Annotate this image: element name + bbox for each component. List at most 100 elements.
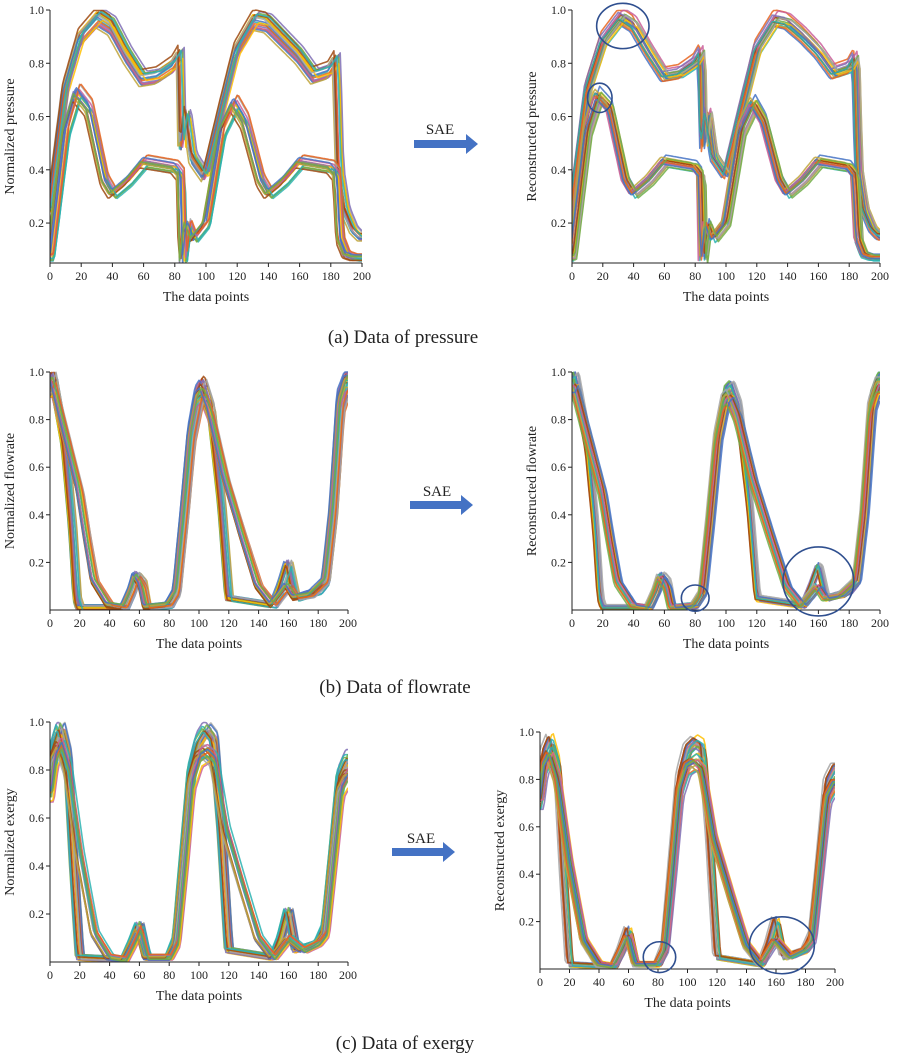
x-tick-label: 140 [250,968,268,982]
y-tick-label: 1.0 [29,3,44,17]
highlight-ellipse-1 [586,82,613,114]
y-tick-label: 0.8 [29,413,44,427]
sae-arrow-row-a: SAE [414,122,478,154]
x-axis-label: The data points [644,996,730,1011]
series-0-curve-8 [50,24,362,241]
x-tick-label: 60 [133,616,145,630]
x-tick-label: 100 [190,616,208,630]
y-tick-label: 0.4 [29,508,44,522]
sae-label-c: SAE [407,831,435,847]
x-tick-label: 0 [47,269,53,283]
series-1-curve-17 [50,92,362,262]
y-tick-label: 1.0 [29,715,44,729]
x-tick-label: 100 [717,616,735,630]
series-1-curve-17 [540,753,835,969]
x-tick-label: 60 [138,269,150,283]
x-tick-label: 160 [279,968,297,982]
series-1-curve-12 [572,92,880,262]
y-tick-label: 0.6 [551,460,566,474]
series-1-curve-17 [50,375,348,606]
x-tick-label: 40 [104,968,116,982]
series-0-curve-10 [572,22,880,241]
x-tick-label: 20 [564,975,576,989]
x-tick-label: 20 [597,269,609,283]
series-1-curve-14 [50,746,348,960]
y-tick-label: 0.2 [519,915,534,929]
x-tick-label: 100 [717,269,735,283]
series-1-curve-15 [50,83,362,255]
x-tick-label: 180 [322,269,340,283]
y-tick-label: 0.2 [29,907,44,921]
x-tick-label: 0 [537,975,543,989]
highlight-ellipse-0 [642,940,677,974]
x-axis-label: The data points [683,290,769,305]
y-tick-label: 0.2 [551,216,566,230]
series-bundle [50,371,348,610]
chart-exergy-reconstructed: 0 20 40 60 80 100 120 140 160 180 200 0.2 0.4 0.6 0.8 1… [493,725,844,1011]
series-bundle [572,371,880,610]
y-tick-label: 0.6 [29,110,44,124]
series-1-curve-13 [540,752,835,966]
x-tick-label: 80 [689,616,701,630]
y-tick-label: 0.4 [551,508,566,522]
x-tick-label: 140 [779,616,797,630]
x-tick-label: 160 [291,269,309,283]
x-tick-label: 120 [748,269,766,283]
sae-arrow-row-b: SAE [410,484,473,515]
caption-exergy: (c) Data of exergy [336,1033,475,1054]
highlight-ellipse-0 [595,2,650,50]
x-tick-label: 40 [104,616,116,630]
sae-arrow-c [392,842,455,862]
series-1-curve-16 [50,87,362,256]
x-tick-label: 60 [658,616,670,630]
series-1-curve-0 [572,96,880,261]
series-1-curve-16 [572,384,880,609]
series-1-curve-5 [572,95,880,260]
series-bundle [572,9,880,263]
x-tick-label: 120 [748,616,766,630]
x-tick-label: 200 [339,616,357,630]
x-tick-label: 20 [597,616,609,630]
y-tick-label: 0.2 [29,216,44,230]
x-tick-label: 140 [250,616,268,630]
x-tick-label: 180 [309,968,327,982]
x-tick-label: 0 [569,269,575,283]
sae-label-b: SAE [423,484,451,500]
sae-arrow-row-c: SAE [392,831,455,862]
chart-pressure-reconstructed: 0 20 40 60 80 100 120 140 160 180 200 0.2 0.4 0.6 0.8 1… [525,2,889,305]
y-axis-label: Reconstructed pressure [525,71,540,201]
highlight-ellipse-0 [680,584,710,612]
series-0-curve-17 [50,11,362,238]
chart-pressure-normalized: 0 20 40 60 80 100 120 140 160 180 200 0.2 0.4 0.6 0.8 1… [3,3,371,305]
series-1-curve-3 [572,96,880,260]
x-tick-label: 120 [228,269,246,283]
series-bundle [50,9,362,263]
y-axis-label: Reconstructed exergy [493,790,508,911]
y-tick-label: 1.0 [551,365,566,379]
x-tick-label: 80 [652,975,664,989]
x-tick-label: 60 [133,968,145,982]
x-tick-label: 20 [74,968,86,982]
series-bundle [540,733,835,969]
y-axis-label: Normalized pressure [3,78,18,194]
x-tick-label: 60 [623,975,635,989]
caption-pressure: (a) Data of pressure [328,327,478,348]
x-tick-label: 140 [259,269,277,283]
y-tick-label: 0.6 [29,460,44,474]
y-axis-label: Reconstructed flowrate [525,426,540,556]
x-tick-label: 80 [163,968,175,982]
series-0-curve-15 [572,14,880,232]
y-tick-label: 0.4 [29,163,44,177]
sae-arrow-a [414,134,478,154]
series-1-curve-17 [572,91,880,259]
x-tick-label: 0 [47,616,53,630]
x-tick-label: 160 [767,975,785,989]
x-tick-label: 100 [197,269,215,283]
x-tick-label: 140 [779,269,797,283]
x-tick-label: 0 [47,968,53,982]
x-tick-label: 40 [628,616,640,630]
y-tick-label: 1.0 [519,725,534,739]
y-tick-label: 0.6 [551,110,566,124]
x-tick-label: 100 [190,968,208,982]
